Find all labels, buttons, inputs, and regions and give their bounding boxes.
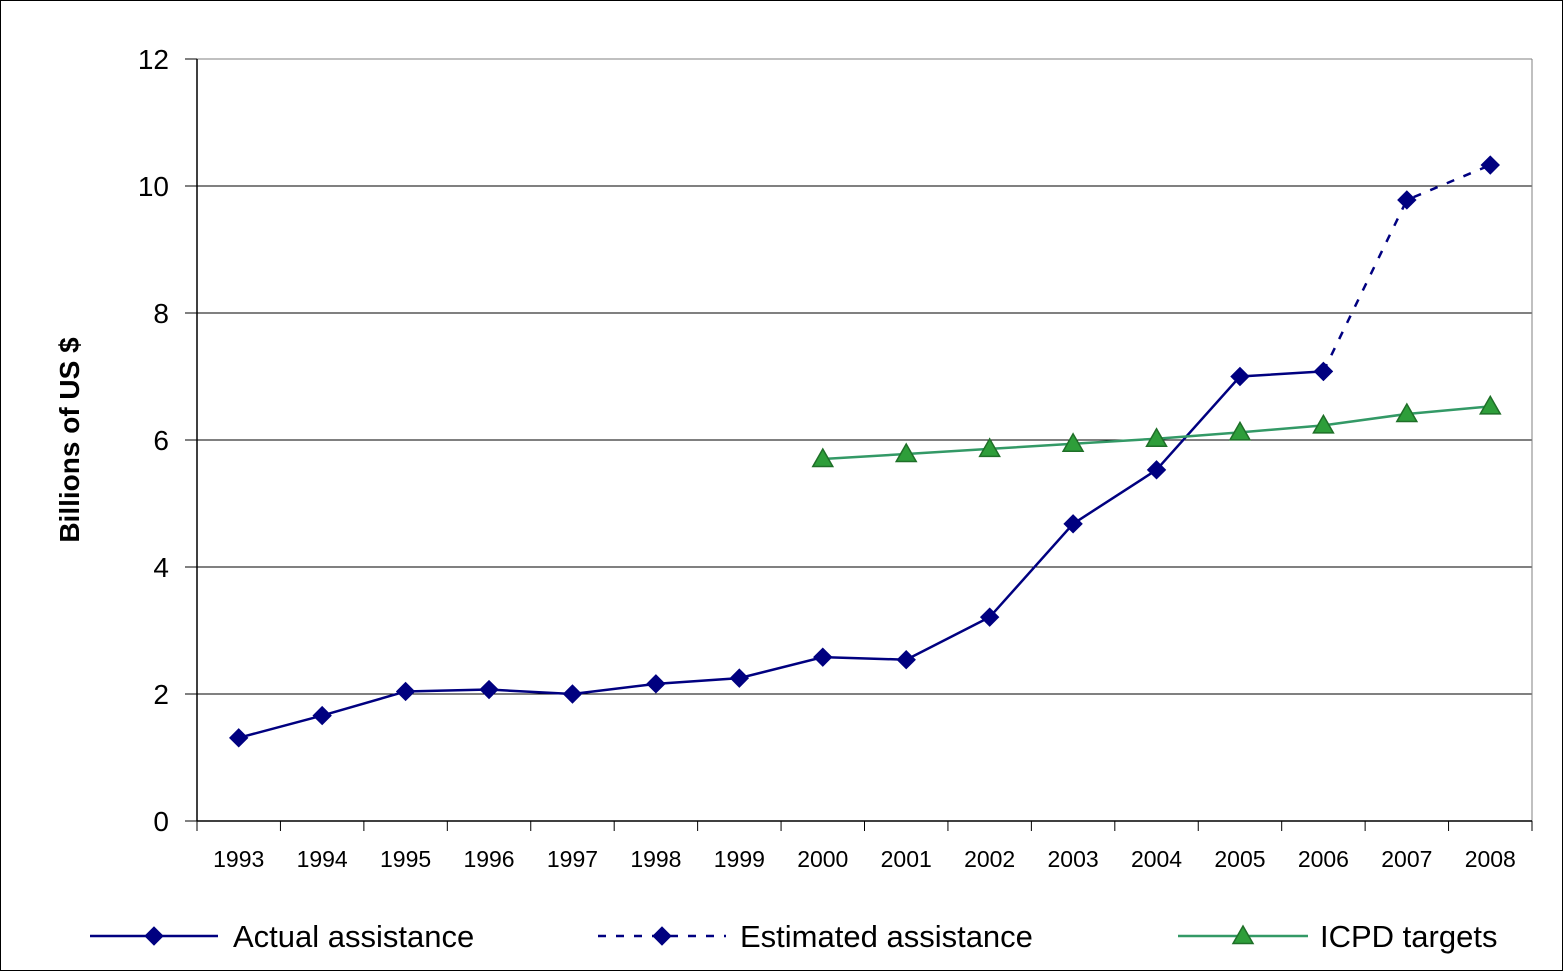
legend-marker (1231, 924, 1255, 945)
y-tick-label: 0 (153, 806, 169, 837)
data-point (1478, 394, 1502, 415)
x-tick-label: 1996 (463, 846, 514, 872)
data-point (1312, 413, 1335, 434)
x-tick-label: 2004 (1131, 846, 1182, 872)
data-point (395, 681, 416, 702)
data-point (562, 684, 583, 704)
x-tick-label: 1994 (297, 846, 348, 872)
legend-marker (652, 926, 672, 946)
legend-item: Actual assistance (90, 919, 474, 954)
series-estimated-assistance (1313, 155, 1500, 382)
data-point (312, 705, 332, 726)
legend-label: Estimated assistance (740, 919, 1033, 954)
data-point (1228, 420, 1252, 441)
data-point (811, 447, 835, 468)
x-tick-label: 2008 (1465, 846, 1516, 872)
data-point (229, 728, 249, 748)
data-point (1480, 155, 1500, 175)
y-tick-label: 6 (153, 425, 169, 456)
x-tick-label: 2003 (1048, 846, 1099, 872)
series-actual-assistance (229, 361, 1334, 748)
data-point (1313, 361, 1334, 382)
y-tick-label: 8 (153, 298, 169, 329)
legend-label: ICPD targets (1320, 919, 1497, 954)
data-point (894, 442, 918, 463)
legend-marker (144, 926, 164, 946)
data-point (646, 674, 666, 694)
legend-label: Actual assistance (233, 919, 474, 954)
x-tick-label: 2006 (1298, 846, 1349, 872)
data-point (978, 437, 1001, 458)
series-line (238, 370, 1324, 740)
x-tick-label: 1998 (630, 846, 681, 872)
data-point (1230, 366, 1250, 387)
x-tick-label: 2000 (797, 846, 848, 872)
y-tick-label: 4 (153, 552, 169, 583)
x-tick-label: 1995 (380, 846, 431, 872)
x-tick-label: 2007 (1381, 846, 1432, 872)
data-point (813, 647, 833, 667)
x-tick-label: 2002 (964, 846, 1015, 872)
data-point (1061, 432, 1085, 453)
x-tick-label: 2005 (1214, 846, 1265, 872)
data-point (979, 607, 1000, 627)
data-point (1145, 427, 1168, 447)
data-point (1063, 514, 1083, 534)
plot-area: 0 2 4 6 8 10 12 1993 1994 1995 1996 1997 1998 1999 200… (138, 44, 1533, 872)
x-tick-label: 1999 (714, 846, 765, 872)
x-tick-label: 1993 (213, 846, 264, 872)
data-point (729, 668, 750, 688)
y-axis-label: Billions of US $ (54, 337, 85, 543)
y-tick-label: 2 (153, 679, 169, 710)
legend-item: Estimated assistance (598, 919, 1033, 954)
data-point (1395, 402, 1419, 423)
data-point (479, 679, 499, 700)
series-icpd-targets (811, 394, 1502, 468)
x-tick-label: 1997 (547, 846, 598, 872)
legend-item: ICPD targets (1178, 919, 1497, 954)
data-point (896, 650, 916, 670)
y-tick-label: 12 (138, 44, 169, 75)
legend: Actual assistance Estimated assistance ICP… (90, 919, 1497, 954)
data-point (1146, 460, 1167, 480)
x-tick-label: 2001 (881, 846, 932, 872)
data-point (1397, 190, 1417, 210)
y-tick-label: 10 (138, 171, 169, 202)
